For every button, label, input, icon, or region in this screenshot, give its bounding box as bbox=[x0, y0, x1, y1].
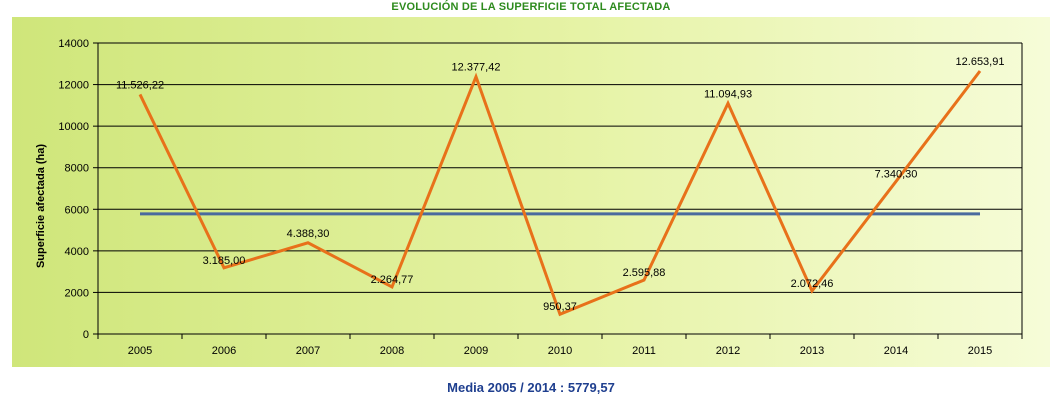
data-label: 3.185,00 bbox=[203, 255, 246, 267]
data-label: 12.653,91 bbox=[956, 56, 1005, 68]
chart-title: EVOLUCIÓN DE LA SUPERFICIE TOTAL AFECTAD… bbox=[391, 1, 671, 13]
y-tick-label: 6000 bbox=[65, 204, 89, 216]
series-lines bbox=[138, 70, 982, 317]
x-tick-label: 2005 bbox=[128, 345, 152, 357]
x-tick-label: 2014 bbox=[884, 345, 908, 357]
x-tick-label: 2011 bbox=[632, 345, 656, 357]
data-label: 2.595,88 bbox=[623, 267, 666, 279]
y-tick-label: 10000 bbox=[58, 121, 89, 133]
y-tick-label: 4000 bbox=[65, 246, 89, 258]
data-label: 2.264,77 bbox=[371, 274, 414, 286]
x-tick-label: 2010 bbox=[548, 345, 572, 357]
x-tick-label: 2007 bbox=[296, 345, 320, 357]
data-labels: 11.526,22 3.185,00 4.388,30 2.264,77 12.377,… bbox=[116, 56, 1005, 313]
surface-line bbox=[138, 70, 982, 317]
x-tick-label: 2015 bbox=[968, 345, 992, 357]
data-label: 11.526,22 bbox=[116, 79, 164, 91]
y-tick-label: 2000 bbox=[65, 287, 89, 299]
y-tick-label: 14000 bbox=[58, 38, 89, 50]
y-axis-label: Superficie afectada (ha) bbox=[35, 144, 47, 268]
data-label: 7.340,30 bbox=[875, 168, 918, 180]
x-tick-label: 2008 bbox=[380, 345, 404, 357]
y-tick-label: 0 bbox=[83, 329, 89, 341]
data-label: 4.388,30 bbox=[287, 228, 330, 240]
x-tick-label: 2006 bbox=[212, 345, 236, 357]
x-tick-label: 2009 bbox=[464, 345, 488, 357]
x-tick-label: 2012 bbox=[716, 345, 740, 357]
data-label: 950,37 bbox=[543, 301, 577, 313]
chart-background bbox=[12, 17, 1050, 367]
y-tick-label: 8000 bbox=[65, 163, 89, 175]
data-label: 12.377,42 bbox=[452, 62, 501, 74]
data-label: 2.072,46 bbox=[791, 278, 834, 290]
axes bbox=[93, 42, 1023, 339]
y-tick-label: 12000 bbox=[58, 80, 89, 92]
y-tick-labels: 0 2000 4000 6000 8000 10000 12000 14000 bbox=[58, 38, 89, 341]
x-tick-labels: 2005 2006 2007 2008 2009 2010 2011 2012 2013 2014… bbox=[128, 345, 992, 357]
data-label: 11.094,93 bbox=[704, 88, 752, 100]
mean-caption: Media 2005 / 2014 : 5779,57 bbox=[447, 380, 615, 395]
x-tick-label: 2013 bbox=[800, 345, 824, 357]
